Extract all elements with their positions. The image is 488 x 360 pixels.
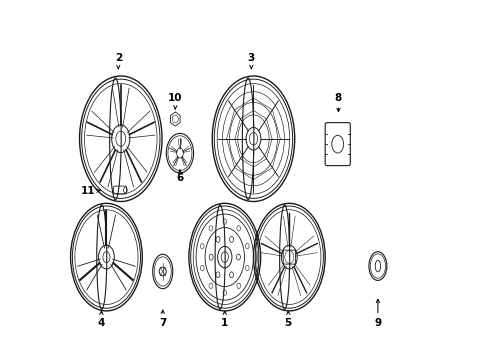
Text: 9: 9 [374, 299, 381, 328]
Text: 1: 1 [221, 311, 228, 328]
Text: 6: 6 [176, 170, 183, 183]
Text: 11: 11 [81, 186, 101, 197]
Text: 2: 2 [114, 53, 122, 69]
Text: 7: 7 [159, 310, 166, 328]
Text: 3: 3 [247, 53, 254, 69]
Text: 5: 5 [284, 311, 291, 328]
Text: 4: 4 [98, 311, 105, 328]
Text: 8: 8 [334, 93, 342, 112]
Text: 10: 10 [168, 93, 182, 109]
